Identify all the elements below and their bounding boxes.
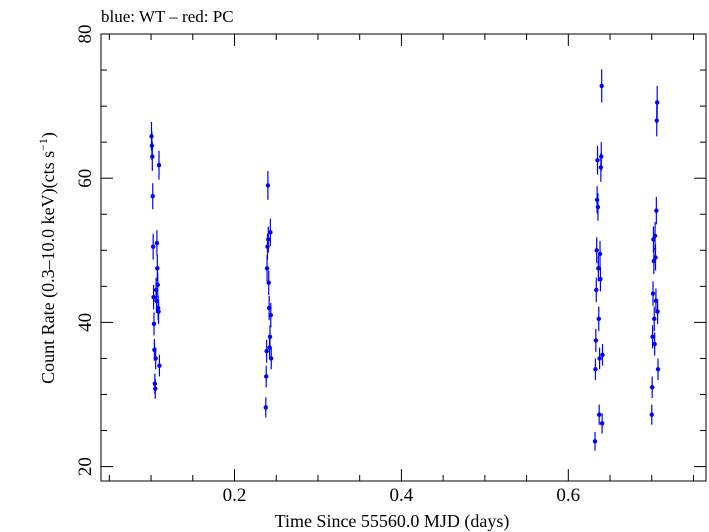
y-axis-label-close: ) (38, 132, 59, 138)
y-tick-label: 40 (75, 313, 96, 332)
data-point (264, 374, 269, 379)
data-point (265, 244, 270, 249)
data-point (654, 100, 660, 105)
data-point (593, 338, 599, 343)
y-axis-label-main: Count Rate (0.3–10.0 keV)(cts s (38, 151, 59, 384)
data-point (597, 356, 602, 361)
y-tick-label: 20 (75, 457, 96, 476)
data-point (654, 118, 659, 123)
data-point (263, 405, 269, 410)
data-point (598, 276, 603, 282)
data-point (595, 204, 601, 210)
data-point (650, 291, 656, 296)
data-point (600, 352, 605, 358)
data-point (596, 266, 601, 271)
data-point (652, 316, 657, 321)
data-point (266, 280, 271, 285)
data-point (267, 334, 273, 340)
x-tick-label: 0.2 (223, 485, 247, 506)
data-point (655, 367, 661, 372)
data-point (157, 363, 162, 368)
data-point (599, 83, 604, 89)
data-point (155, 282, 160, 288)
data-point (151, 294, 156, 300)
data-point (593, 367, 598, 372)
y-axis-label: Count Rate (0.3–10.0 keV)(cts s−1) (36, 132, 59, 384)
data-point (599, 421, 605, 426)
data-point (156, 163, 162, 168)
x-axis-label: Time Since 55560.0 MJD (days) (275, 511, 510, 532)
y-tick-label: 60 (75, 169, 96, 188)
y-axis-label-superscript: −1 (36, 138, 50, 151)
y-axis-ticks: 20 40 60 80 (75, 25, 706, 476)
data-point (268, 312, 274, 318)
data-point (156, 309, 161, 314)
data-point (594, 287, 599, 293)
data-point (655, 309, 660, 314)
data-point (264, 349, 269, 354)
data-point (650, 334, 655, 340)
data-point (153, 356, 158, 361)
data-point (595, 157, 600, 163)
data-point (597, 251, 603, 257)
y-tick-label: 80 (75, 25, 96, 44)
data-point (266, 237, 271, 242)
x-tick-label: 0.4 (390, 485, 414, 506)
plot-frame (100, 33, 707, 482)
data-points (149, 69, 661, 451)
data-point (596, 316, 601, 321)
chart-title: blue: WT – red: PC (101, 7, 234, 26)
data-point (654, 208, 659, 213)
data-point (264, 266, 270, 271)
data-point (150, 154, 155, 159)
data-point (596, 412, 602, 417)
data-point (652, 233, 658, 239)
data-point (653, 255, 658, 260)
data-point (153, 386, 158, 391)
data-point (155, 266, 160, 271)
data-point (268, 230, 273, 235)
x-tick-label: 0.6 (556, 485, 580, 506)
data-point (269, 356, 274, 361)
data-point (265, 183, 271, 188)
data-point (649, 412, 654, 417)
data-point (151, 321, 157, 327)
data-point (150, 244, 156, 249)
data-point (592, 439, 598, 444)
data-point (652, 341, 657, 347)
data-point (649, 385, 655, 390)
data-point (599, 154, 604, 159)
x-axis-ticks: 0.2 0.4 0.6 (108, 34, 694, 506)
data-point (150, 194, 155, 199)
data-point (594, 197, 600, 203)
data-point (154, 240, 160, 246)
data-point (594, 248, 599, 253)
